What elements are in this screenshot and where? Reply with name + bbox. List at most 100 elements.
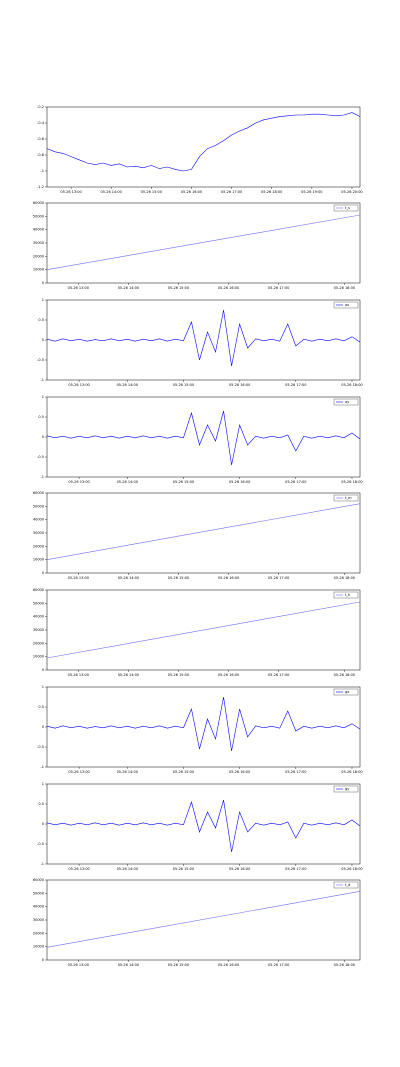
y-tick-label: -1 bbox=[41, 169, 45, 173]
legend-box bbox=[333, 494, 359, 502]
y-tick-label: 20000 bbox=[33, 641, 44, 645]
x-tick-label: 05-26 14:00 bbox=[117, 480, 138, 484]
x-tick-label: 05-26 16:00 bbox=[229, 867, 250, 871]
x-tick-label: 05-26 16:00 bbox=[229, 383, 250, 387]
legend-box bbox=[333, 881, 359, 889]
x-tick-label: 05-26 18:00 bbox=[334, 673, 355, 677]
x-tick-label: 05-26 18:00 bbox=[341, 383, 362, 387]
x-tick-label: 05-26 18:00 bbox=[341, 867, 362, 871]
legend-label: t_s bbox=[345, 206, 350, 210]
y-tick-label: 0 bbox=[42, 725, 44, 729]
x-tick-label: 05-26 14:00 bbox=[101, 190, 122, 194]
legend-label: t_h bbox=[345, 593, 350, 597]
legend-box bbox=[333, 785, 359, 793]
y-tick-label: 50000 bbox=[33, 601, 44, 605]
y-tick-label: 0 bbox=[42, 822, 44, 826]
x-tick-label: 05-26 13:00 bbox=[60, 190, 81, 194]
legend-label: ay bbox=[345, 400, 349, 404]
y-tick-label: 20000 bbox=[33, 931, 44, 935]
x-tick-label: 05-26 15:00 bbox=[141, 190, 162, 194]
y-tick-label: 40000 bbox=[33, 905, 44, 909]
y-tick-label: -0.2 bbox=[37, 105, 44, 109]
x-tick-label: 05-26 16:00 bbox=[218, 286, 239, 290]
y-tick-label: 30000 bbox=[33, 918, 44, 922]
x-tick-label: 05-26 18:00 bbox=[334, 576, 355, 580]
x-tick-label: 05-26 17:00 bbox=[285, 770, 306, 774]
y-tick-label: 60000 bbox=[33, 878, 44, 882]
y-tick-label: 20000 bbox=[33, 254, 44, 258]
legend-box bbox=[333, 301, 359, 309]
x-tick-label: 05-26 16:00 bbox=[181, 190, 202, 194]
series-line bbox=[46, 410, 361, 466]
x-tick-label: 05-26 17:00 bbox=[268, 963, 289, 967]
y-tick-label: 0 bbox=[42, 281, 44, 285]
y-tick-label: 1 bbox=[42, 782, 44, 786]
y-tick-label: 1 bbox=[42, 298, 44, 302]
plot-frame bbox=[46, 492, 361, 574]
legend-label: t_d bbox=[345, 883, 350, 887]
x-tick-label: 05-26 16:00 bbox=[218, 673, 239, 677]
y-tick-label: 60000 bbox=[33, 588, 44, 592]
y-tick-label: 10000 bbox=[33, 655, 44, 659]
x-tick-label: 05-26 17:00 bbox=[285, 480, 306, 484]
x-tick-label: 05-26 16:00 bbox=[229, 770, 250, 774]
y-tick-label: 50000 bbox=[33, 214, 44, 218]
legend-box bbox=[333, 688, 359, 696]
y-tick-label: 50000 bbox=[33, 891, 44, 895]
x-tick-label: 05-26 18:00 bbox=[261, 190, 282, 194]
x-tick-label: 05-26 16:00 bbox=[229, 480, 250, 484]
series-line bbox=[46, 696, 361, 752]
legend-label: gy bbox=[345, 787, 349, 791]
x-tick-label: 05-26 13:00 bbox=[68, 770, 89, 774]
x-tick-label: 05-26 17:00 bbox=[285, 383, 306, 387]
x-tick-label: 05-26 15:00 bbox=[173, 770, 194, 774]
x-tick-label: 05-26 17:00 bbox=[268, 673, 289, 677]
y-tick-label: -0.6 bbox=[37, 137, 44, 141]
x-tick-label: 05-26 17:00 bbox=[268, 286, 289, 290]
x-tick-label: 05-26 18:00 bbox=[341, 480, 362, 484]
x-tick-label: 05-26 16:00 bbox=[218, 576, 239, 580]
x-tick-label: 05-26 14:00 bbox=[118, 673, 139, 677]
y-tick-label: 0.5 bbox=[38, 705, 44, 709]
series-line bbox=[46, 891, 361, 948]
x-tick-label: 05-26 15:00 bbox=[168, 673, 189, 677]
series-line bbox=[46, 503, 361, 560]
y-tick-label: 40000 bbox=[33, 615, 44, 619]
y-tick-label: 0 bbox=[42, 958, 44, 962]
x-tick-label: 05-26 13:00 bbox=[68, 383, 89, 387]
legend-box bbox=[333, 591, 359, 599]
plot-frame bbox=[46, 396, 361, 478]
plot-frame bbox=[46, 879, 361, 961]
y-tick-label: 0 bbox=[42, 571, 44, 575]
series-line bbox=[46, 214, 361, 270]
y-tick-label: 50000 bbox=[33, 504, 44, 508]
y-tick-label: 0 bbox=[42, 668, 44, 672]
y-tick-label: -0.5 bbox=[37, 745, 44, 749]
x-tick-label: 05-26 13:00 bbox=[68, 286, 89, 290]
x-tick-label: 05-26 18:00 bbox=[334, 286, 355, 290]
x-tick-label: 05-26 14:00 bbox=[118, 576, 139, 580]
x-tick-label: 05-26 15:00 bbox=[173, 480, 194, 484]
y-tick-label: -0.5 bbox=[37, 358, 44, 362]
y-tick-label: 0 bbox=[42, 435, 44, 439]
x-tick-label: 05-26 18:00 bbox=[334, 963, 355, 967]
y-tick-label: 30000 bbox=[33, 241, 44, 245]
y-tick-label: -1.2 bbox=[37, 185, 44, 189]
x-tick-label: 05-26 14:00 bbox=[117, 867, 138, 871]
y-tick-label: 0.5 bbox=[38, 415, 44, 419]
series-line bbox=[46, 112, 361, 172]
legend-box bbox=[333, 204, 359, 212]
plot-frame bbox=[46, 106, 361, 188]
y-tick-label: 1 bbox=[42, 685, 44, 689]
series-line bbox=[46, 309, 361, 367]
x-tick-label: 05-26 19:00 bbox=[301, 190, 322, 194]
y-tick-label: 60000 bbox=[33, 491, 44, 495]
y-tick-label: 40000 bbox=[33, 228, 44, 232]
y-tick-label: -0.4 bbox=[37, 121, 45, 125]
x-tick-label: 05-26 17:00 bbox=[285, 867, 306, 871]
x-tick-label: 05-26 15:00 bbox=[173, 383, 194, 387]
x-tick-label: 05-26 18:00 bbox=[341, 770, 362, 774]
series-line bbox=[46, 601, 361, 659]
y-tick-label: 30000 bbox=[33, 628, 44, 632]
